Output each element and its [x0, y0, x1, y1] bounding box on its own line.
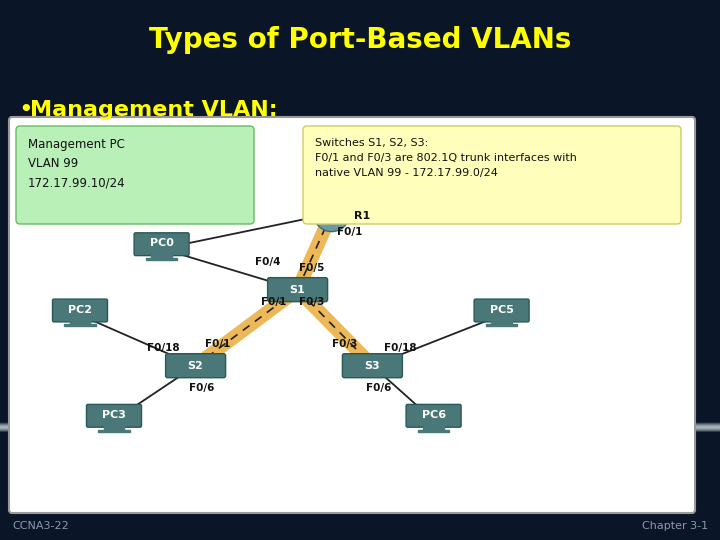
FancyBboxPatch shape: [9, 117, 695, 513]
FancyBboxPatch shape: [343, 354, 402, 377]
Text: •: •: [18, 98, 32, 122]
Bar: [146, 258, 177, 260]
Text: PC2: PC2: [68, 305, 92, 315]
Text: R1: R1: [354, 211, 370, 221]
Text: Chapter 3-1: Chapter 3-1: [642, 521, 708, 531]
Text: Switches S1, S2, S3:
F0/1 and F0/3 are 802.1Q trunk interfaces with
native VLAN : Switches S1, S2, S3: F0/1 and F0/3 are 8…: [315, 138, 577, 178]
Text: F0/6: F0/6: [189, 383, 215, 393]
Text: S1: S1: [289, 285, 305, 295]
Text: CCNA3-22: CCNA3-22: [12, 521, 68, 531]
Text: F0/6: F0/6: [366, 383, 391, 393]
FancyBboxPatch shape: [166, 354, 225, 377]
Bar: [64, 325, 96, 326]
FancyBboxPatch shape: [16, 126, 254, 224]
Text: PC0: PC0: [150, 238, 174, 248]
Text: F0/4: F0/4: [255, 256, 280, 267]
Text: F0/18: F0/18: [148, 343, 180, 353]
Text: Management PC
VLAN 99
172.17.99.10/24: Management PC VLAN 99 172.17.99.10/24: [28, 138, 125, 189]
Bar: [418, 430, 449, 431]
Text: Types of Port-Based VLANs: Types of Port-Based VLANs: [149, 26, 571, 54]
Bar: [151, 254, 172, 258]
Ellipse shape: [318, 195, 345, 202]
Circle shape: [314, 195, 350, 232]
Text: S3: S3: [364, 361, 380, 370]
Text: Management VLAN:: Management VLAN:: [30, 100, 278, 120]
Bar: [104, 426, 125, 430]
Text: F0/1: F0/1: [205, 339, 230, 349]
Text: F0/1: F0/1: [261, 296, 287, 307]
Bar: [423, 426, 444, 430]
FancyBboxPatch shape: [86, 404, 142, 427]
Text: PC3: PC3: [102, 410, 126, 420]
Text: F0/3: F0/3: [332, 339, 357, 349]
Bar: [486, 325, 517, 326]
Text: F0/1: F0/1: [337, 227, 362, 237]
Text: F0/18: F0/18: [384, 343, 417, 353]
FancyBboxPatch shape: [303, 126, 681, 224]
FancyBboxPatch shape: [268, 278, 328, 302]
Text: PC6: PC6: [421, 410, 446, 420]
Text: S2: S2: [188, 361, 204, 370]
Bar: [99, 430, 130, 431]
Bar: [491, 320, 512, 325]
FancyBboxPatch shape: [406, 404, 461, 427]
FancyBboxPatch shape: [134, 233, 189, 255]
Text: F0/3: F0/3: [299, 296, 324, 307]
FancyBboxPatch shape: [474, 299, 529, 322]
FancyBboxPatch shape: [53, 299, 107, 322]
Text: PC5: PC5: [490, 305, 513, 315]
Bar: [70, 320, 91, 325]
Text: F0/5: F0/5: [299, 262, 324, 273]
